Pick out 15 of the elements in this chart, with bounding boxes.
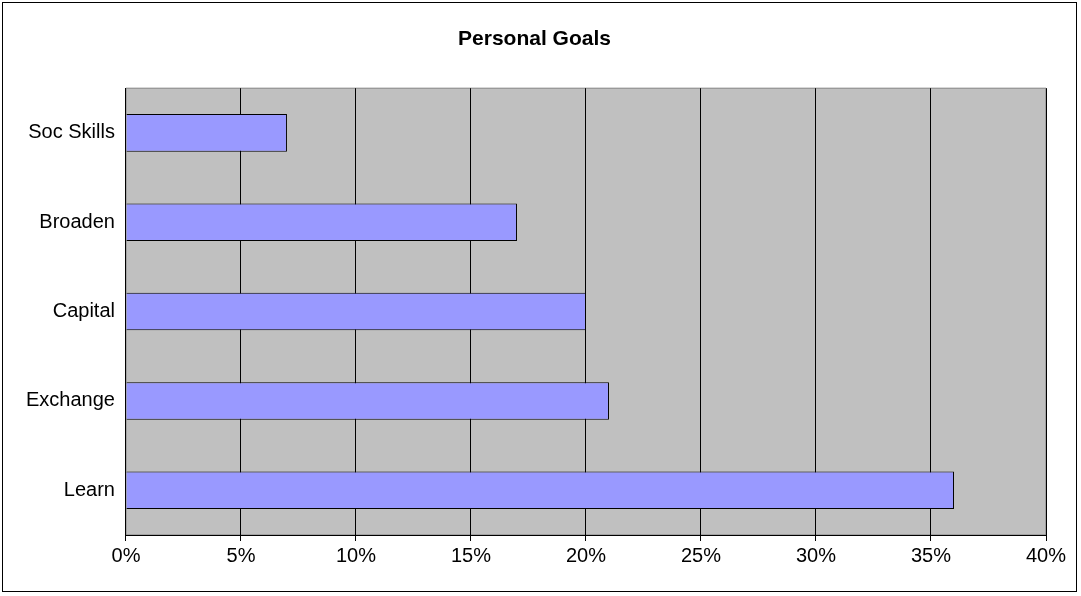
x-tick-label: 25% (680, 543, 722, 566)
y-tick-label: Exchange (25, 388, 115, 411)
x-tick-label: 0% (111, 543, 141, 566)
y-tick-label: Capital (52, 299, 115, 322)
x-tick-label: 20% (565, 543, 607, 566)
x-tick-label: 10% (335, 543, 377, 566)
chart-title: Personal Goals (458, 26, 611, 50)
y-tick-label: Soc Skills (28, 120, 115, 143)
y-tick-label: Broaden (39, 209, 115, 232)
x-tick-label: 30% (795, 543, 837, 566)
x-tick-label: 15% (450, 543, 492, 566)
x-tick-label: 40% (1025, 543, 1067, 566)
x-tick-label: 5% (226, 543, 256, 566)
y-tick-label: Learn (63, 477, 115, 500)
x-tick-label: 35% (910, 543, 952, 566)
